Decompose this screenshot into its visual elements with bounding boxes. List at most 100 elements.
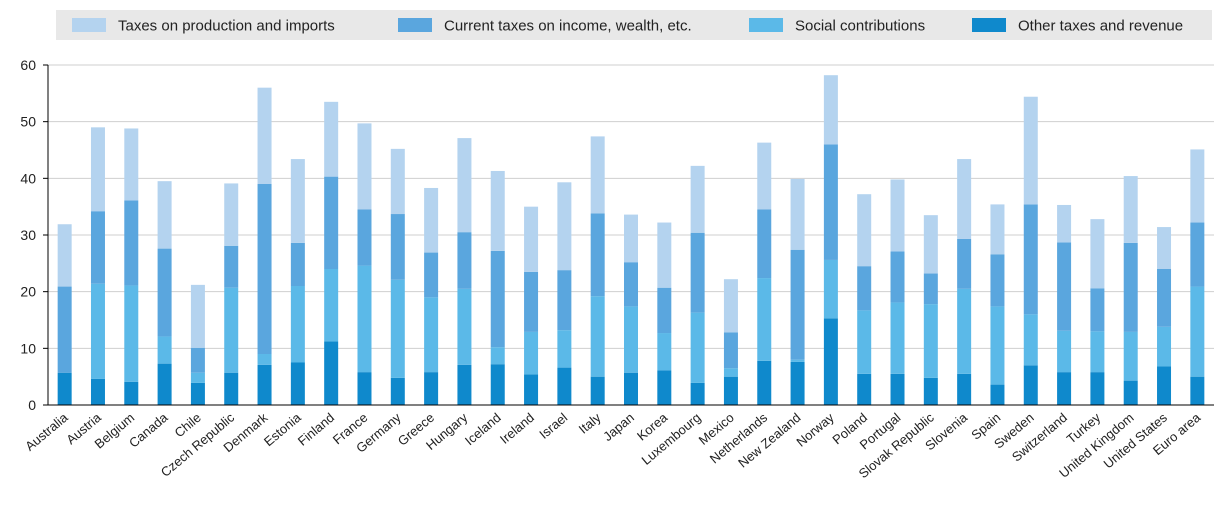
legend-background (56, 10, 1212, 40)
bar-segment (490, 347, 505, 365)
x-category-label: Ireland (497, 410, 537, 447)
legend-label: Other taxes and revenue (1018, 18, 1183, 35)
bar-segment (457, 364, 472, 405)
x-category-label: Iceland (462, 410, 504, 448)
bar-segment (224, 183, 239, 246)
bar-segment (723, 279, 738, 333)
bar-segment (823, 75, 838, 145)
bar-segment (524, 206, 539, 272)
x-category-label: Estonia (261, 409, 304, 449)
bar-segment (857, 194, 872, 267)
bar-segment (990, 254, 1005, 307)
bar-segment (390, 377, 405, 405)
legend: Taxes on production and imports Current t… (72, 18, 1183, 35)
bar-segment (190, 347, 205, 373)
bar-segment (190, 382, 205, 405)
bar-segment (124, 381, 139, 405)
bar-segment (457, 288, 472, 365)
bar-segment (990, 384, 1005, 405)
bar-segment (1090, 219, 1105, 289)
bar-segment (524, 331, 539, 375)
bar-segment (1123, 380, 1138, 405)
y-tick-label: 30 (20, 227, 36, 243)
bar-segment (157, 336, 172, 364)
y-axis-ticks: 0 10 20 30 40 50 60 (20, 57, 48, 413)
bar-segment (923, 215, 938, 274)
bar-segment (557, 270, 572, 331)
bar-segment (290, 286, 305, 363)
bar-segment (524, 374, 539, 405)
bar-segment (1157, 269, 1172, 327)
bar-segment (90, 211, 105, 284)
bar-segment (690, 382, 705, 405)
legend-swatch (72, 18, 106, 32)
bar-segment (1023, 365, 1038, 405)
bar-segment (324, 341, 339, 405)
bar-segment (390, 148, 405, 215)
x-category-label: Canada (126, 409, 171, 450)
bar-segment (90, 127, 105, 212)
bar-segment (657, 333, 672, 371)
bar-segment (290, 362, 305, 405)
y-tick-label: 60 (20, 57, 36, 73)
bar-segment (823, 259, 838, 319)
bar-segment (590, 136, 605, 214)
bar-segment (957, 159, 972, 239)
legend-label: Taxes on production and imports (118, 18, 335, 35)
x-category-label: Norway (793, 409, 837, 449)
y-tick-label: 10 (20, 340, 36, 356)
bar-segment (557, 367, 572, 405)
bar-segment (890, 179, 905, 252)
bar-segment (1190, 149, 1205, 223)
bar-segment (124, 285, 139, 382)
bar-segment (557, 330, 572, 368)
bar-segment (657, 370, 672, 405)
bar-segment (290, 159, 305, 243)
bar-segment (390, 279, 405, 378)
legend-swatch (398, 18, 432, 32)
bar-segment (790, 359, 805, 362)
bar-segment (857, 373, 872, 405)
bar-segment (1190, 376, 1205, 405)
bar-segment (723, 332, 738, 369)
bar-segment (1090, 288, 1105, 332)
bar-segment (990, 204, 1005, 255)
bar-segment (357, 265, 372, 373)
bar-segment (690, 165, 705, 233)
bar-segment (257, 364, 272, 405)
bar-segment (490, 364, 505, 405)
bar-segment (57, 224, 72, 287)
bar-segment (57, 372, 72, 405)
bar-segment (424, 372, 439, 405)
bar-segment (257, 184, 272, 354)
bar-segment (857, 266, 872, 311)
bar-segment (890, 251, 905, 303)
bar-segment (257, 87, 272, 184)
bar-segment (457, 232, 472, 289)
bar-segment (524, 271, 539, 332)
bar-segment (757, 142, 772, 210)
bar-segment (590, 213, 605, 297)
bar-segment (1157, 326, 1172, 367)
bar-segment (923, 377, 938, 405)
bar-segment (1023, 204, 1038, 315)
bar-segment (1057, 372, 1072, 405)
bar-segment (1023, 314, 1038, 366)
bar-segment (923, 304, 938, 378)
bar-segment (790, 361, 805, 405)
bar-segment (790, 249, 805, 360)
bar-segment (757, 209, 772, 279)
bar-segment (857, 310, 872, 374)
legend-label: Social contributions (795, 18, 925, 35)
x-category-label: Israel (536, 410, 570, 442)
bar-segment (1190, 222, 1205, 287)
bar-segment (557, 182, 572, 271)
bar-segment (290, 242, 305, 286)
bar-segment (1190, 286, 1205, 377)
x-category-label: Finland (295, 410, 337, 449)
bar-segment (124, 200, 139, 286)
bar-segment (657, 222, 672, 288)
bar-segment (1123, 331, 1138, 381)
bar-segment (1090, 331, 1105, 373)
